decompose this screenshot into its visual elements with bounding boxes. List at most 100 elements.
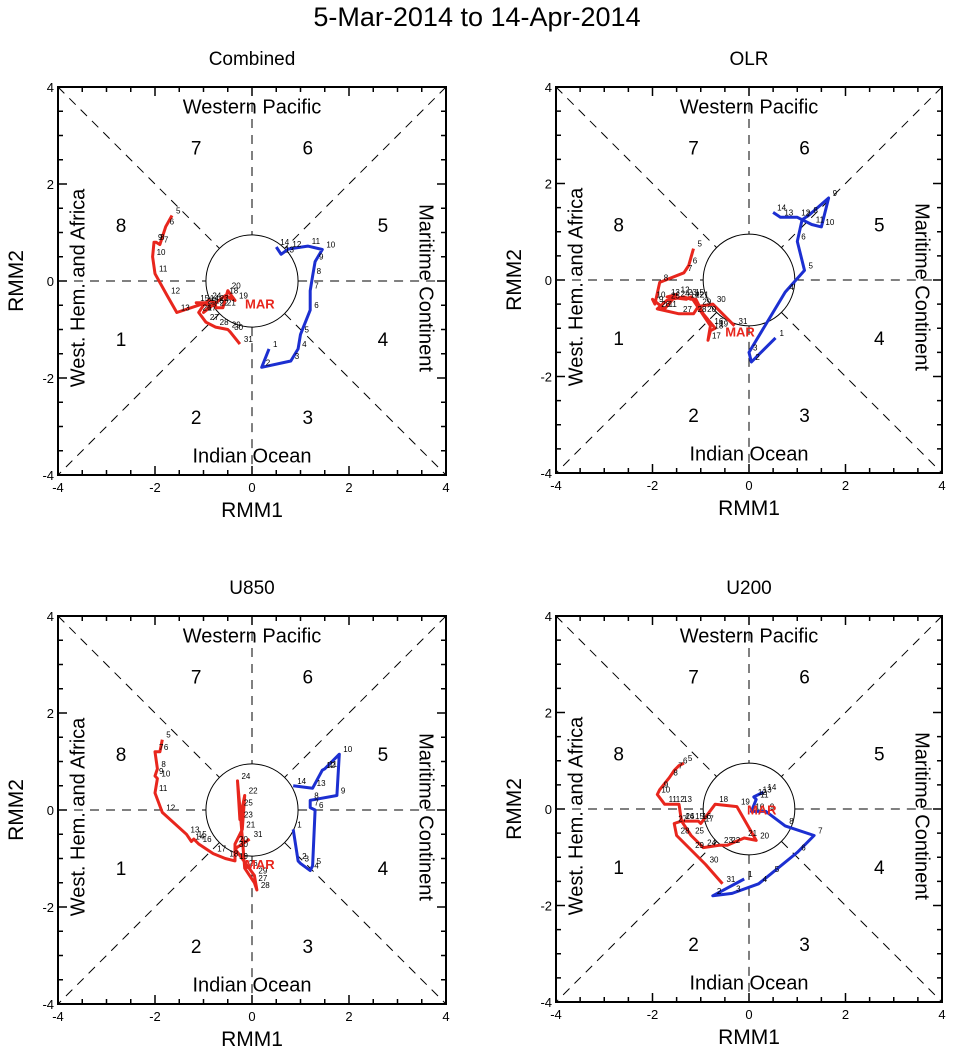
day-label: 31 bbox=[244, 335, 253, 344]
day-label: 30 bbox=[710, 855, 719, 864]
day-label: 11 bbox=[312, 237, 321, 246]
day-label: 15 bbox=[695, 288, 704, 297]
month-label-mar: MAR bbox=[747, 803, 777, 818]
day-label: 14 bbox=[195, 833, 204, 842]
day-label: 7 bbox=[688, 264, 693, 273]
x-tick-label: -4 bbox=[52, 1009, 64, 1024]
x-axis-label: RMM1 bbox=[718, 497, 780, 520]
series-line-mar bbox=[151, 214, 242, 346]
day-label: 20 bbox=[760, 831, 769, 840]
unit-circle bbox=[205, 234, 299, 328]
unit-circle bbox=[205, 763, 299, 857]
phase-label-7: 7 bbox=[688, 138, 699, 159]
day-label: 21 bbox=[246, 820, 255, 829]
day-label: 29 bbox=[695, 841, 704, 850]
y-tick-label: 0 bbox=[47, 803, 54, 818]
page-title: 5-Mar-2014 to 14-Apr-2014 bbox=[313, 2, 641, 32]
series-line-apr bbox=[260, 244, 324, 369]
day-label: 17 bbox=[208, 304, 217, 313]
day-label: 27 bbox=[258, 874, 267, 883]
day-label: 27 bbox=[678, 814, 687, 823]
y-tick-label: -4 bbox=[42, 468, 54, 483]
diagonal-guide bbox=[555, 615, 717, 777]
day-label: 13 bbox=[683, 795, 692, 804]
x-tick-label: 4 bbox=[442, 1009, 449, 1024]
x-tick-label: -4 bbox=[550, 1007, 562, 1022]
region-label-top: Western Pacific bbox=[183, 625, 322, 647]
unit-circle bbox=[702, 762, 796, 856]
day-label: 2 bbox=[302, 852, 307, 861]
day-label: 6 bbox=[693, 257, 698, 266]
day-label: 16 bbox=[203, 835, 212, 844]
day-label: 21 bbox=[700, 290, 709, 299]
y-tick-label: 0 bbox=[545, 802, 552, 817]
y-tick-label: 4 bbox=[47, 609, 54, 624]
y-tick-label: 2 bbox=[545, 177, 552, 192]
day-label: 8 bbox=[161, 760, 166, 769]
y-tick-label: -4 bbox=[540, 466, 552, 481]
phase-label-4: 4 bbox=[874, 329, 885, 350]
phase-label-8: 8 bbox=[116, 745, 127, 766]
region-label-bottom: Indian Ocean bbox=[193, 446, 312, 468]
day-label: 24 bbox=[241, 772, 250, 781]
panel-title: U200 bbox=[726, 578, 771, 599]
day-label: 16 bbox=[714, 317, 723, 326]
diagonal-guide bbox=[781, 841, 943, 1003]
phase-label-8: 8 bbox=[613, 216, 624, 237]
day-label: 3 bbox=[736, 884, 741, 893]
day-label: 21 bbox=[227, 299, 236, 308]
phase-label-8: 8 bbox=[116, 216, 127, 237]
day-label: 2 bbox=[755, 353, 760, 362]
day-label: 25 bbox=[244, 799, 253, 808]
phase-label-6: 6 bbox=[799, 138, 810, 159]
day-label: 6 bbox=[801, 232, 806, 241]
day-label: 4 bbox=[763, 875, 768, 884]
y-tick-label: 0 bbox=[47, 274, 54, 289]
x-tick-label: 2 bbox=[345, 480, 352, 495]
phase-label-2: 2 bbox=[191, 937, 202, 958]
day-label: 6 bbox=[314, 301, 319, 310]
diagonal-guide bbox=[57, 86, 220, 249]
day-label: 7 bbox=[314, 799, 319, 808]
day-label: 7 bbox=[164, 236, 169, 245]
region-label-bottom: Indian Ocean bbox=[690, 973, 809, 995]
day-label: 22 bbox=[220, 299, 229, 308]
series-line-apr bbox=[291, 752, 341, 873]
phase-label-7: 7 bbox=[688, 667, 699, 688]
day-label: 8 bbox=[673, 769, 678, 778]
day-label: 7 bbox=[314, 282, 319, 291]
x-tick-label: 4 bbox=[938, 1007, 945, 1022]
phase-label-4: 4 bbox=[378, 859, 389, 880]
day-label: 10 bbox=[157, 248, 166, 257]
y-tick-label: 2 bbox=[545, 706, 552, 721]
x-axis-label: RMM1 bbox=[718, 1026, 780, 1049]
day-label: 7 bbox=[818, 827, 823, 836]
diagonal-guide bbox=[781, 615, 943, 777]
day-label: 10 bbox=[343, 745, 352, 754]
x-tick-label: -2 bbox=[149, 480, 161, 495]
phase-label-1: 1 bbox=[116, 859, 127, 880]
day-label: 23 bbox=[244, 811, 253, 820]
day-label: 6 bbox=[170, 218, 175, 227]
phase-label-8: 8 bbox=[613, 745, 624, 766]
phase-label-6: 6 bbox=[302, 668, 313, 689]
day-label: 2 bbox=[266, 358, 271, 367]
day-label: 10 bbox=[161, 769, 170, 778]
day-label: 14 bbox=[690, 290, 699, 299]
y-tick-label: 0 bbox=[545, 273, 552, 288]
day-label: 11 bbox=[760, 790, 769, 799]
x-tick-label: 0 bbox=[248, 1009, 255, 1024]
region-label-left: West. Hem. and Africa bbox=[565, 187, 587, 386]
phase-label-1: 1 bbox=[613, 858, 624, 879]
panel-title: OLR bbox=[729, 49, 768, 70]
day-label: 8 bbox=[664, 273, 669, 282]
series-line-mar bbox=[655, 761, 758, 885]
day-label: 29 bbox=[702, 298, 711, 307]
day-label: 9 bbox=[664, 781, 669, 790]
day-label: 20 bbox=[232, 282, 241, 291]
day-label: 4 bbox=[314, 862, 319, 871]
day-label: 30 bbox=[234, 323, 243, 332]
day-label: 9 bbox=[158, 233, 163, 242]
day-label: 11 bbox=[329, 760, 338, 769]
